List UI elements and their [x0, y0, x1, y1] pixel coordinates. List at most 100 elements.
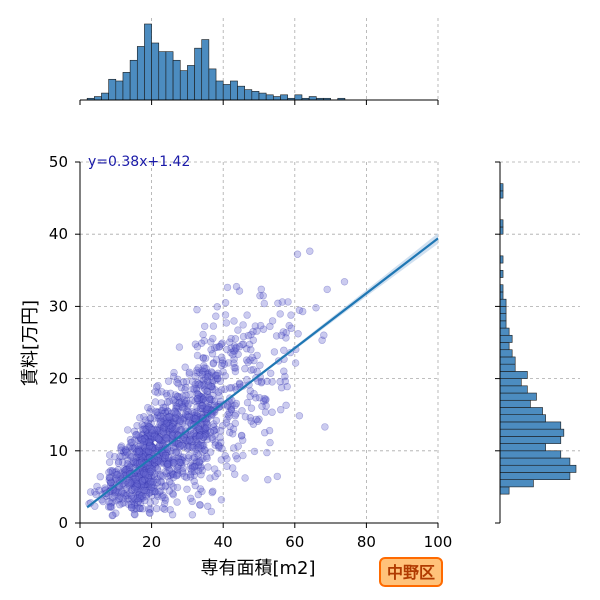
scatter-point [164, 435, 172, 443]
scatter-point [158, 417, 166, 425]
scatter-point [173, 392, 182, 400]
scatter-point [192, 427, 201, 435]
scatter-point [171, 414, 180, 422]
scatter-point [127, 439, 135, 447]
scatter-point [148, 429, 157, 437]
y-hist-bar [499, 385, 528, 394]
scatter-point [169, 491, 178, 499]
scatter-point [284, 298, 292, 306]
scatter-point [138, 481, 146, 489]
scatter-point [281, 372, 289, 381]
scatter-point [151, 445, 159, 453]
scatter-point [257, 285, 265, 293]
scatter-point [130, 475, 138, 483]
scatter-point [166, 416, 175, 425]
scatter-point [150, 487, 159, 496]
scatter-point [202, 452, 211, 461]
scatter-point [172, 465, 180, 474]
scatter-point [147, 449, 155, 458]
x-hist-bar [308, 96, 317, 101]
scatter-point [200, 427, 209, 435]
scatter-point [144, 480, 152, 488]
scatter-point [166, 417, 174, 425]
scatter-point [193, 395, 202, 403]
scatter-point [153, 408, 161, 417]
scatter-point [172, 447, 181, 456]
scatter-point [159, 440, 167, 448]
scatter-point [134, 450, 142, 458]
scatter-point [161, 468, 170, 476]
scatter-point [124, 465, 133, 473]
scatter-point [120, 470, 128, 478]
scatter-point [223, 415, 231, 424]
scatter-point [194, 461, 203, 469]
scatter-point [196, 431, 205, 439]
scatter-point [129, 444, 137, 452]
scatter-point [157, 399, 166, 407]
scatter-point [216, 433, 224, 442]
scatter-point [217, 438, 225, 447]
scatter-point [216, 377, 225, 385]
scatter-point [138, 478, 147, 487]
scatter-point [153, 444, 161, 452]
scatter-point [262, 402, 270, 410]
scatter-point [168, 431, 177, 439]
scatter-point [153, 478, 162, 487]
scatter-point [220, 360, 229, 368]
scatter-point [170, 458, 178, 467]
scatter-point [143, 438, 151, 446]
scatter-point [238, 407, 246, 415]
scatter-point [244, 358, 252, 366]
scatter-point [230, 444, 238, 452]
scatter-point [162, 457, 171, 465]
x-hist-bar [265, 94, 274, 101]
scatter-point [144, 447, 153, 455]
scatter-point [263, 448, 271, 457]
scatter-point [229, 351, 237, 359]
scatter-point [208, 385, 217, 393]
scatter-point [196, 400, 204, 408]
scatter-point [201, 403, 209, 411]
scatter-point [172, 410, 180, 418]
scatter-point [193, 390, 202, 398]
scatter-point [122, 447, 130, 455]
scatter-point [141, 438, 150, 446]
y-hist-bar [499, 436, 562, 444]
scatter-point [199, 354, 208, 362]
scatter-point [119, 495, 127, 503]
scatter-point [170, 372, 178, 381]
scatter-point [149, 446, 157, 454]
scatter-point [191, 432, 200, 441]
y-hist-bar [499, 457, 571, 466]
scatter-point [203, 390, 212, 399]
scatter-point [211, 441, 219, 449]
scatter-point [249, 328, 257, 336]
scatter-point [254, 417, 262, 425]
scatter-point [143, 451, 151, 459]
scatter-point [156, 427, 165, 435]
scatter-point [131, 502, 139, 510]
scatter-point [168, 409, 176, 417]
scatter-point [168, 458, 177, 466]
scatter-point [167, 470, 175, 479]
scatter-point [179, 414, 187, 422]
scatter-point [253, 327, 261, 335]
scatter-point [196, 392, 205, 401]
scatter-point [243, 311, 251, 319]
scatter-point [150, 430, 159, 439]
scatter-point [199, 368, 207, 376]
scatter-point [179, 435, 187, 444]
scatter-point [215, 442, 223, 450]
scatter-point [140, 480, 149, 489]
scatter-point [159, 436, 167, 444]
scatter-point [146, 415, 154, 423]
y-tick-label: 30 [49, 297, 68, 315]
scatter-point [259, 325, 268, 333]
scatter-point [194, 439, 202, 447]
y-tick-label: 10 [49, 442, 68, 460]
y-tick-label: 20 [49, 370, 68, 388]
scatter-point [139, 468, 148, 476]
y-hist-bar [499, 356, 516, 365]
scatter-point [172, 424, 180, 433]
scatter-point [135, 446, 143, 455]
